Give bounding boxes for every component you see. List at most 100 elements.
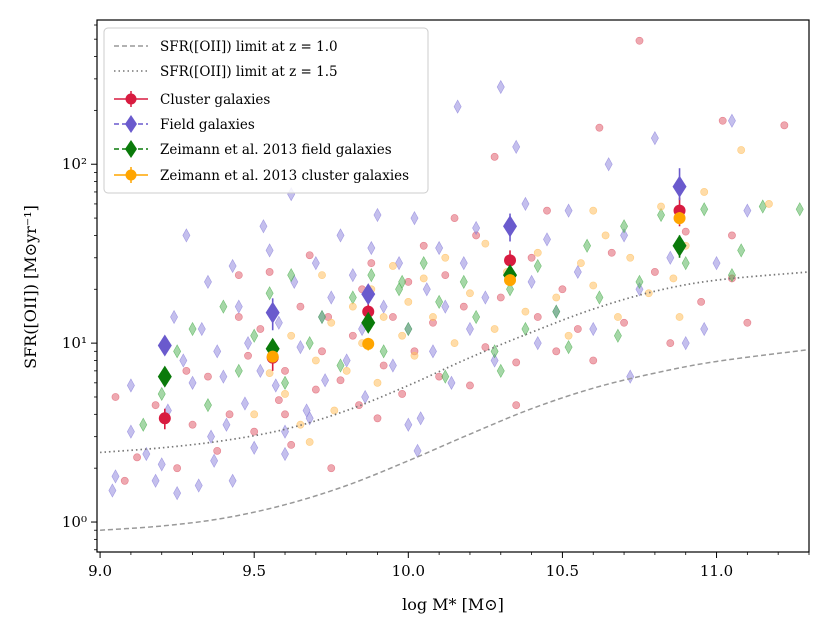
scatter-point — [441, 299, 450, 314]
scatter-point — [601, 231, 610, 240]
scatter-point — [543, 232, 551, 247]
field-binned-marker — [503, 215, 518, 238]
scatter-point — [111, 469, 120, 484]
scatter-point — [194, 478, 203, 493]
scatter-point — [281, 390, 289, 398]
scatter-point — [583, 238, 592, 253]
cluster-binned-marker — [362, 305, 375, 318]
scatter-point — [410, 210, 419, 226]
scatter-point — [398, 390, 407, 398]
scatter-point — [142, 446, 151, 462]
scatter-point — [274, 315, 283, 330]
scatter-point — [700, 321, 709, 337]
legend-label-limit-z15: SFR([OII]) limit at z = 1.5 — [160, 64, 338, 80]
scatter-point — [697, 298, 706, 306]
scatter-point — [173, 464, 182, 473]
scatter-point — [318, 309, 326, 325]
scatter-point — [675, 313, 684, 321]
scatter-point — [604, 157, 613, 172]
scatter-point — [367, 240, 376, 256]
scatter-point — [459, 302, 468, 311]
scatter-point — [348, 290, 357, 305]
scatter-point — [413, 443, 422, 458]
scatter-point — [182, 228, 191, 243]
scatter-point — [404, 417, 413, 432]
scatter-point — [305, 411, 314, 426]
scatter-point — [296, 302, 305, 311]
scatter-point — [573, 325, 582, 333]
y-tick-label: 10¹ — [62, 334, 87, 352]
scatter-point — [388, 313, 397, 321]
y-axis-label: SFR([OII]) [M⊙yr⁻¹] — [21, 205, 40, 369]
scatter-point — [481, 343, 490, 352]
scatter-point — [681, 256, 690, 271]
scatter-point — [305, 336, 314, 351]
scatter-point — [533, 336, 542, 351]
legend-swatch-zeimann-field-marker — [125, 140, 137, 158]
scatter-point — [281, 366, 289, 375]
scatter-point — [398, 331, 407, 340]
scatter-point — [234, 299, 243, 314]
scatter-point — [311, 256, 320, 271]
scatter-point — [737, 146, 746, 154]
scatter-point — [126, 378, 135, 393]
scatter-point — [669, 274, 678, 283]
scatter-point — [330, 406, 339, 415]
legend-label-zeimann-cluster: Zeimann et al. 2013 cluster galaxies — [160, 168, 409, 184]
scatter-point — [281, 410, 289, 419]
legend-label-limit-z1: SFR([OII]) limit at z = 1.0 — [160, 39, 338, 55]
scatter-point — [743, 203, 752, 218]
scatter-point — [213, 344, 222, 359]
x-tick-label: 11.0 — [700, 562, 733, 580]
scatter-point — [348, 267, 357, 283]
scatter-point — [213, 446, 222, 455]
field-binned-marker — [265, 301, 280, 324]
legend: SFR([OII]) limit at z = 1.0 SFR([OII]) l… — [103, 27, 429, 194]
scatter-point — [311, 385, 320, 394]
scatter-point — [305, 438, 314, 446]
scatter-point — [336, 376, 345, 385]
scatter-point — [265, 268, 274, 276]
scatter-point — [225, 410, 234, 419]
scatter-point — [533, 258, 542, 274]
legend-swatch-zeimann-cluster-marker — [125, 169, 137, 181]
scatter-point — [650, 130, 659, 146]
scatter-point — [265, 286, 274, 301]
x-tick-label: 10.0 — [392, 562, 425, 580]
scatter-point — [188, 375, 197, 390]
legend-swatch-cluster-marker — [125, 93, 137, 105]
scatter-point — [700, 202, 709, 217]
scatter-point — [305, 251, 314, 260]
scatter-point — [527, 253, 536, 262]
scatter-point — [151, 401, 160, 410]
scatter-point — [626, 253, 635, 262]
x-tick-label: 9.0 — [88, 562, 112, 580]
legend-label-field: Field galaxies — [160, 117, 255, 133]
scatter-point — [533, 313, 542, 321]
scatter-point — [552, 347, 561, 356]
scatter-point — [441, 271, 450, 280]
scatter-point — [404, 298, 413, 306]
scatter-point — [228, 473, 237, 488]
scatter-point — [635, 282, 644, 297]
scatter-point — [496, 363, 505, 378]
scatter-point — [281, 424, 289, 439]
scatter-point — [564, 339, 573, 355]
scatter-point — [287, 440, 296, 449]
scatter-point — [388, 262, 397, 270]
scatter-point — [327, 318, 336, 327]
scatter-point — [327, 290, 336, 305]
scatter-point — [512, 358, 521, 367]
field-binned-marker — [672, 175, 687, 198]
scatter-point — [348, 302, 357, 311]
scatter-point — [361, 389, 370, 405]
scatter-point — [795, 202, 804, 217]
scatter-point — [626, 369, 635, 384]
scatter-point — [419, 256, 428, 271]
scatter-point — [244, 336, 252, 351]
scatter-point — [234, 363, 243, 378]
scatter-point — [564, 203, 573, 218]
zeimann-field-binned-marker — [157, 365, 172, 388]
y-tick-label: 10⁰ — [62, 513, 87, 531]
